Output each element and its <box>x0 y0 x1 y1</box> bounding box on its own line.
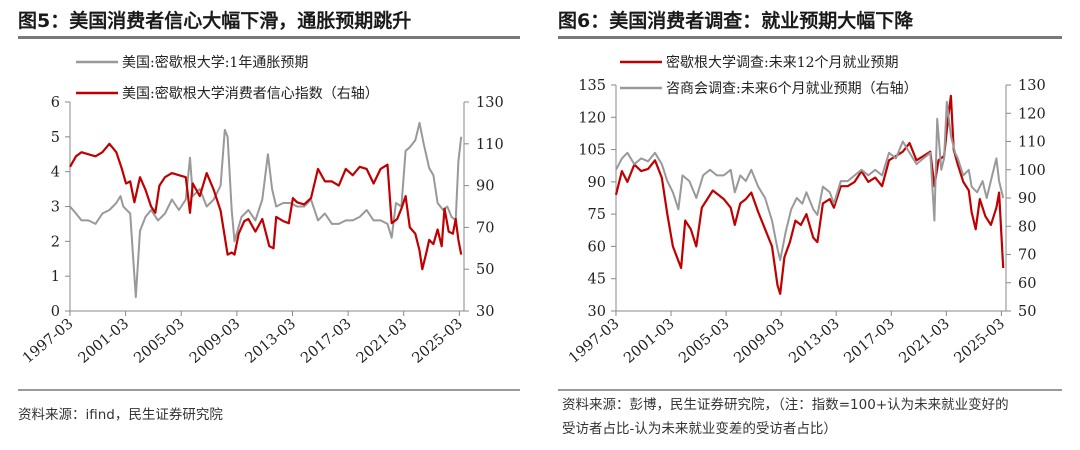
left-y-tick-label: 6 <box>51 95 60 111</box>
right-y-tick-label: 130 <box>1018 78 1046 94</box>
source-divider <box>18 389 520 391</box>
x-tick-label: 2021-03 <box>896 316 952 367</box>
series-line-2 <box>69 142 463 271</box>
legend-label-1: 美国:密歇根大学:1年通胀预期 <box>122 54 308 71</box>
x-tick-label: 2005-03 <box>676 316 732 367</box>
right-y-tick-label: 30 <box>476 304 494 320</box>
figure-5-chart: 0 1 2 3 4 5 6 30 50 70 90 110 130 1997-03 2001-03 2005-… <box>20 54 504 367</box>
right-y-tick-label: 50 <box>1018 304 1036 320</box>
x-tick-label: 2009-03 <box>187 316 243 367</box>
figure-5-source: 资料来源：ifind，民生证券研究院 <box>18 407 223 423</box>
x-tick-label: 2017-03 <box>841 316 897 367</box>
x-tick-label: 2009-03 <box>731 316 787 367</box>
x-tick-label: 2017-03 <box>298 316 354 367</box>
right-y-tick-label: 120 <box>1018 106 1046 122</box>
series-line-1 <box>614 94 1005 295</box>
left-y-tick-label: 2 <box>51 234 60 250</box>
right-y-tick-label: 110 <box>1018 135 1046 151</box>
left-y-tick-label: 3 <box>51 200 60 216</box>
left-y-tick-label: 135 <box>578 78 606 94</box>
x-tick-label: 2013-03 <box>786 316 842 367</box>
left-y-tick-label: 0 <box>51 304 60 320</box>
figure-6-source-line-2: 受访者占比-认为未来就业变差的受访者占比） <box>562 421 837 437</box>
figure-6-title: 图6：美国消费者调查：就业预期大幅下降 <box>558 10 914 32</box>
figure-5-panel: 图5：美国消费者信心大幅下滑，通胀预期跳升 0 1 2 3 4 5 6 30 50 70 90 110… <box>18 10 520 423</box>
right-y-tick-label: 50 <box>476 262 494 278</box>
x-tick-label: 2013-03 <box>243 316 299 367</box>
left-y-tick-label: 1 <box>51 269 60 285</box>
left-y-tick-label: 120 <box>578 110 606 126</box>
left-y-tick-label: 90 <box>588 175 606 191</box>
title-underline <box>558 36 1062 39</box>
legend-label-2: 美国:密歇根大学消费者信心指数（右轴） <box>122 85 379 102</box>
figure-6-chart: 30 45 60 75 90 105 120 135 50 60 70 80 90 100 110 120 13… <box>566 54 1046 367</box>
source-divider <box>558 389 1062 391</box>
right-y-tick-label: 90 <box>1018 191 1036 207</box>
series-line-1 <box>69 121 463 299</box>
legend-label-2: 咨商会调查:未来6个月就业预期（右轴） <box>666 81 918 97</box>
right-y-tick-label: 100 <box>1018 163 1046 179</box>
right-y-tick-label: 80 <box>1018 219 1036 235</box>
x-tick-label: 1997-03 <box>566 316 622 367</box>
left-y-tick-label: 5 <box>51 130 60 146</box>
left-y-tick-label: 30 <box>588 304 606 320</box>
x-tick-label: 2025-03 <box>952 316 1008 367</box>
legend-label-1: 密歇根大学调查:未来12个月就业预期 <box>666 54 899 71</box>
right-y-tick-label: 130 <box>476 95 504 111</box>
x-tick-label: 1997-03 <box>20 316 76 367</box>
left-y-tick-label: 105 <box>578 143 606 159</box>
left-y-tick-label: 4 <box>51 165 60 181</box>
right-y-tick-label: 70 <box>1018 248 1036 264</box>
series-line-2 <box>615 100 1005 262</box>
left-y-tick-label: 60 <box>588 239 606 255</box>
x-tick-label: 2025-03 <box>409 316 465 367</box>
figure-5-title: 图5：美国消费者信心大幅下滑，通胀预期跳升 <box>18 10 412 32</box>
figure-6-source-line-1: 资料来源：彭博，民生证券研究院，（注：指数=100+认为未来就业变好的 <box>562 397 1009 413</box>
left-y-tick-label: 75 <box>588 207 606 223</box>
right-y-tick-label: 70 <box>476 220 494 236</box>
x-tick-label: 2005-03 <box>131 316 187 367</box>
right-y-tick-label: 90 <box>476 179 494 195</box>
right-y-tick-label: 110 <box>476 137 504 153</box>
figure-6-panel: 图6：美国消费者调查：就业预期大幅下降 30 45 60 75 90 105 120 135 5… <box>548 0 1080 450</box>
x-tick-label: 2001-03 <box>621 316 677 367</box>
right-y-tick-label: 60 <box>1018 276 1036 292</box>
left-y-tick-label: 45 <box>588 272 606 288</box>
x-tick-label: 2021-03 <box>354 316 410 367</box>
x-tick-label: 2001-03 <box>76 316 132 367</box>
title-underline <box>18 36 520 39</box>
